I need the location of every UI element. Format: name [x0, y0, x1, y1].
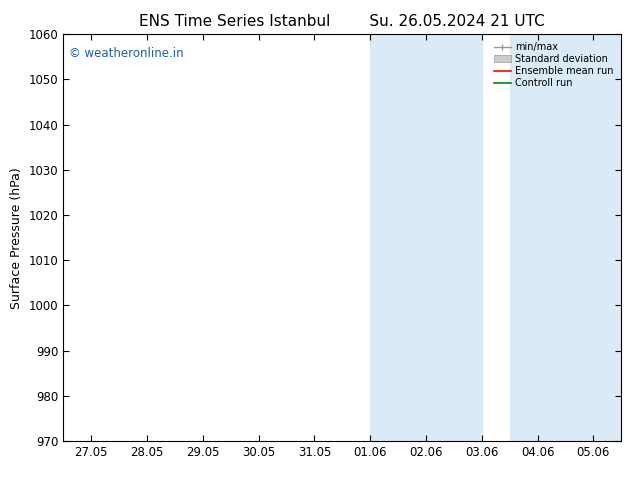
Legend: min/max, Standard deviation, Ensemble mean run, Controll run: min/max, Standard deviation, Ensemble me… — [491, 39, 616, 91]
Y-axis label: Surface Pressure (hPa): Surface Pressure (hPa) — [10, 167, 23, 309]
Text: © weatheronline.in: © weatheronline.in — [69, 47, 184, 59]
Bar — [510, 34, 621, 441]
Bar — [370, 34, 482, 441]
Title: ENS Time Series Istanbul        Su. 26.05.2024 21 UTC: ENS Time Series Istanbul Su. 26.05.2024 … — [139, 14, 545, 29]
